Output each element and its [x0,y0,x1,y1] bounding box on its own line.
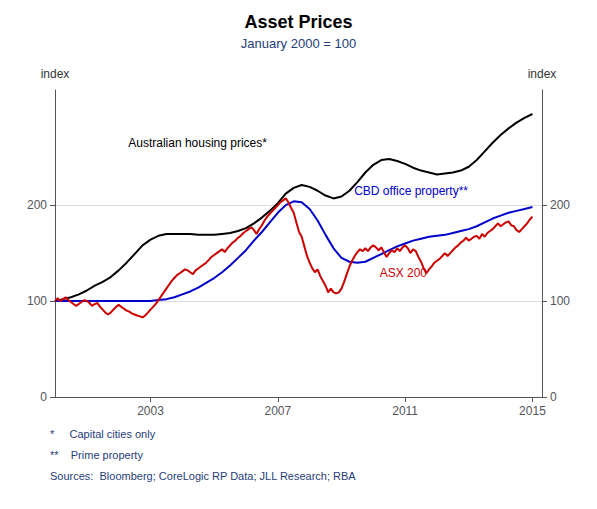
svg-text:CBD office property**: CBD office property** [354,184,468,198]
svg-text:2007: 2007 [264,404,291,418]
svg-text:0: 0 [40,390,47,404]
svg-text:ASX 200: ASX 200 [380,266,428,280]
svg-text:index: index [41,67,70,81]
svg-text:100: 100 [27,294,47,308]
svg-text:January 2000 = 100: January 2000 = 100 [241,36,356,51]
svg-text:* Capital cities only: * Capital cities only [50,428,156,440]
svg-text:Asset Prices: Asset Prices [244,12,352,32]
svg-text:100: 100 [550,294,570,308]
svg-text:2015: 2015 [519,404,546,418]
svg-text:** Prime property: ** Prime property [50,449,143,461]
svg-text:2003: 2003 [137,404,164,418]
svg-text:index: index [528,67,557,81]
svg-text:Sources: Bloomberg; CoreLogic: Sources: Bloomberg; CoreLogic RP Data; J… [50,470,356,482]
svg-text:200: 200 [27,198,47,212]
svg-text:200: 200 [550,198,570,212]
svg-text:Australian housing prices*: Australian housing prices* [128,136,267,150]
svg-text:2011: 2011 [392,404,418,418]
svg-text:0: 0 [550,390,557,404]
